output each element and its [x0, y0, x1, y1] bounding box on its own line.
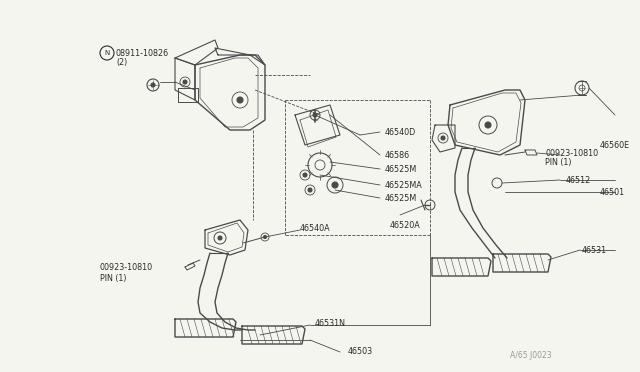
Text: 46512: 46512: [566, 176, 591, 185]
Text: 46540A: 46540A: [300, 224, 331, 232]
Circle shape: [218, 236, 222, 240]
Text: 46525M: 46525M: [385, 193, 417, 202]
Text: N: N: [104, 50, 109, 56]
Text: 00923-10810: 00923-10810: [545, 148, 598, 157]
Text: 46531N: 46531N: [315, 318, 346, 327]
Circle shape: [264, 235, 266, 238]
Circle shape: [151, 83, 155, 87]
Text: 46540D: 46540D: [385, 128, 416, 137]
Text: 46503: 46503: [348, 347, 373, 356]
Circle shape: [183, 80, 187, 84]
Text: 46525M: 46525M: [385, 164, 417, 173]
Circle shape: [237, 97, 243, 103]
Text: PIN (1): PIN (1): [100, 273, 127, 282]
Text: 46560E: 46560E: [600, 141, 630, 150]
Circle shape: [313, 113, 317, 117]
Circle shape: [308, 188, 312, 192]
Circle shape: [303, 173, 307, 177]
Circle shape: [441, 136, 445, 140]
Text: 46501: 46501: [600, 187, 625, 196]
Text: PIN (1): PIN (1): [545, 157, 572, 167]
Text: (2): (2): [116, 58, 127, 67]
Text: 46520A: 46520A: [390, 221, 420, 230]
Circle shape: [485, 122, 491, 128]
Text: 46531: 46531: [582, 246, 607, 254]
Text: 46586: 46586: [385, 151, 410, 160]
Text: 08911-10826: 08911-10826: [116, 48, 169, 58]
Text: 46525MA: 46525MA: [385, 180, 423, 189]
Text: 00923-10810: 00923-10810: [100, 263, 153, 273]
Circle shape: [332, 182, 338, 188]
Text: A/65 J0023: A/65 J0023: [510, 350, 552, 359]
